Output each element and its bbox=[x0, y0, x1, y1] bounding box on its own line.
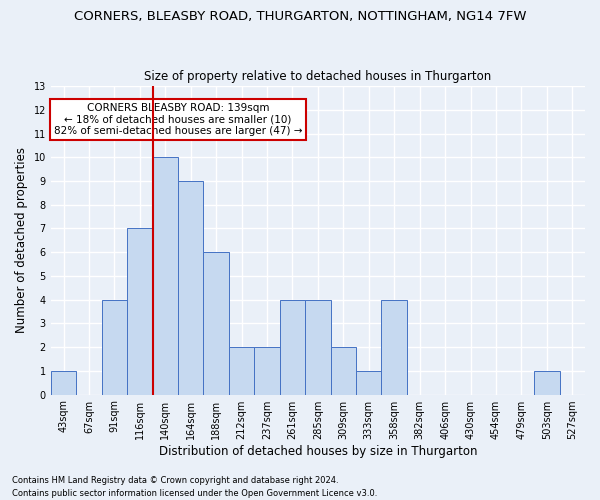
Bar bbox=[254, 347, 280, 395]
Y-axis label: Number of detached properties: Number of detached properties bbox=[15, 148, 28, 334]
Text: Contains HM Land Registry data © Crown copyright and database right 2024.
Contai: Contains HM Land Registry data © Crown c… bbox=[12, 476, 377, 498]
Text: CORNERS BLEASBY ROAD: 139sqm
← 18% of detached houses are smaller (10)
82% of se: CORNERS BLEASBY ROAD: 139sqm ← 18% of de… bbox=[54, 102, 302, 136]
Bar bbox=[305, 300, 331, 394]
Bar bbox=[382, 300, 407, 394]
Bar bbox=[101, 300, 127, 394]
Bar bbox=[152, 158, 178, 394]
Bar bbox=[127, 228, 152, 394]
Bar bbox=[331, 347, 356, 395]
Bar bbox=[51, 371, 76, 394]
Bar bbox=[229, 347, 254, 395]
X-axis label: Distribution of detached houses by size in Thurgarton: Distribution of detached houses by size … bbox=[158, 444, 477, 458]
Title: Size of property relative to detached houses in Thurgarton: Size of property relative to detached ho… bbox=[144, 70, 491, 84]
Bar bbox=[534, 371, 560, 394]
Text: CORNERS, BLEASBY ROAD, THURGARTON, NOTTINGHAM, NG14 7FW: CORNERS, BLEASBY ROAD, THURGARTON, NOTTI… bbox=[74, 10, 526, 23]
Bar bbox=[356, 371, 382, 394]
Bar bbox=[280, 300, 305, 394]
Bar bbox=[178, 181, 203, 394]
Bar bbox=[203, 252, 229, 394]
